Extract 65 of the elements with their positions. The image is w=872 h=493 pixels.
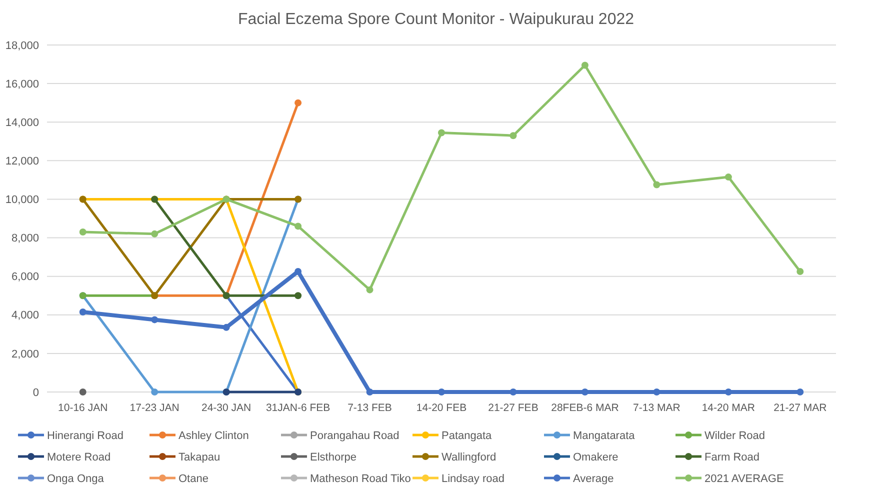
point: [438, 129, 445, 136]
point: [79, 388, 86, 396]
chart-title: Facial Eczema Spore Count Monitor - Waipukurau 2022: [238, 11, 634, 28]
legend-label: Takapau: [178, 451, 220, 464]
point: [724, 388, 732, 396]
point: [294, 268, 302, 276]
point: [438, 388, 445, 396]
point: [222, 324, 230, 331]
point: [294, 99, 302, 106]
y-tick-label: 0: [32, 386, 39, 399]
point: [653, 388, 660, 396]
point: [294, 222, 302, 230]
point: [366, 388, 374, 396]
point: [510, 132, 517, 140]
x-tick-label: 14-20 MAR: [702, 402, 756, 414]
legend-label: 2021 AVERAGE: [704, 472, 784, 485]
point: [79, 228, 86, 236]
legend-label: Otane: [178, 472, 208, 485]
x-tick-label: 21-27 MAR: [774, 402, 828, 414]
y-tick-label: 12,000: [5, 156, 39, 168]
x-tick-label: 21-27 FEB: [488, 402, 538, 414]
point: [796, 268, 804, 276]
y-tick-label: 8,000: [11, 232, 39, 245]
legend-label: Omakere: [573, 451, 618, 464]
legend-label: Elsthorpe: [310, 451, 356, 464]
point: [151, 230, 158, 238]
y-tick-label: 16,000: [5, 78, 39, 90]
x-tick-label: 17-23 JAN: [130, 402, 180, 414]
x-tick-label: 31JAN-6 FEB: [266, 402, 330, 414]
y-tick-label: 6,000: [11, 271, 39, 284]
x-tick-label: 14-20 FEB: [416, 402, 467, 414]
point: [294, 292, 302, 300]
point: [724, 174, 732, 181]
point: [366, 286, 374, 294]
legend-label: Wilder Road: [704, 430, 766, 442]
legend-label: Porangahau Road: [310, 430, 400, 442]
legend-label: Mangatarata: [573, 430, 636, 442]
x-tick-label: 24-30 JAN: [202, 402, 252, 414]
legend-label: Farm Road: [704, 451, 760, 464]
legend-label: Wallingford: [442, 451, 496, 464]
y-tick-label: 2,000: [11, 348, 39, 360]
legend-label: Average: [573, 472, 614, 485]
point: [510, 388, 517, 396]
point: [653, 181, 660, 188]
y-tick-label: 14,000: [5, 116, 39, 129]
y-tick-label: 10,000: [5, 194, 39, 206]
point: [151, 388, 158, 396]
x-tick-label: 7-13 FEB: [348, 402, 392, 414]
y-tick-label: 4,000: [11, 310, 39, 322]
x-tick-label: 10-16 JAN: [58, 402, 108, 414]
point: [581, 62, 588, 69]
legend-label: Lindsay road: [442, 472, 504, 485]
point: [151, 316, 158, 324]
point: [581, 388, 588, 396]
legend-label: Ashley Clinton: [178, 430, 249, 442]
legend-label: Matheson Road Tiko: [310, 472, 411, 485]
legend-label: Onga Onga: [47, 472, 105, 485]
x-tick-label: 7-13 MAR: [633, 402, 681, 414]
legend-label: Hinerangi Road: [47, 430, 124, 442]
legend-label: Motere Road: [47, 451, 111, 464]
legend-label: Patangata: [442, 430, 493, 442]
y-tick-label: 18,000: [5, 40, 39, 52]
x-tick-label: 28FEB-6 MAR: [551, 402, 620, 414]
point: [79, 308, 86, 316]
point: [796, 388, 804, 396]
